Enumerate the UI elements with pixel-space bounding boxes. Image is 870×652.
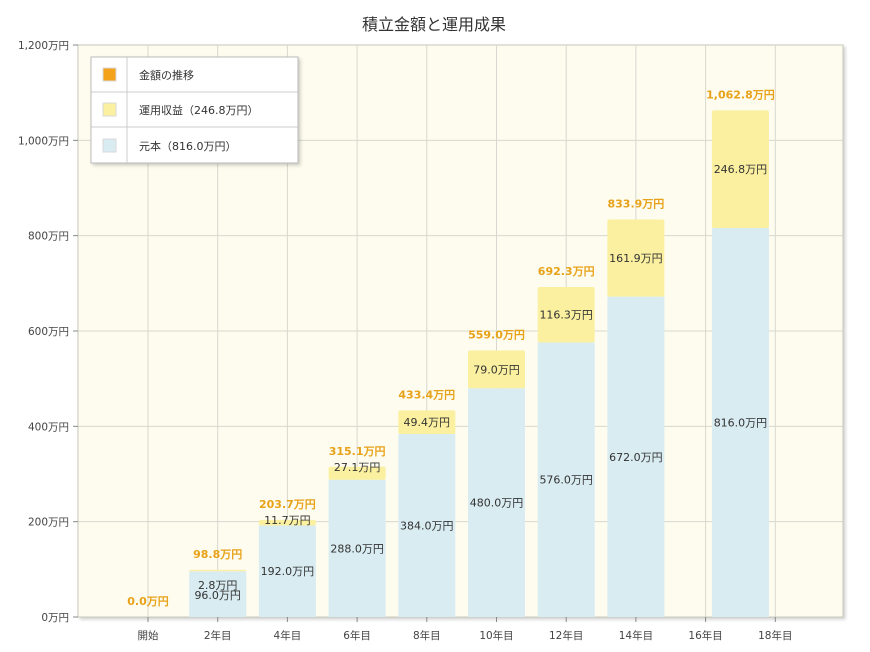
legend: 金額の推移 運用収益（246.8万円） 元本（816.0万円） [90,56,299,164]
bar-principal [468,388,525,617]
bar-principal [258,525,316,617]
total-value-label: 433.4万円 [398,388,455,401]
total-value-label: 692.3万円 [538,265,595,278]
bar-principal [398,433,456,617]
y-tick-label: 1,200万円 [18,40,69,52]
total-value-label: 315.1万円 [329,445,386,458]
gain-value-label: 79.0万円 [473,363,520,376]
x-tick-label: 12年目 [549,629,583,642]
gain-value-label: 246.8万円 [714,163,768,176]
total-value-label: 559.0万円 [468,329,525,342]
y-tick-label: 1,000万円 [18,135,69,147]
gain-value-label: 2.8万円 [198,579,238,592]
legend-box [90,56,299,164]
principal-value-label: 672.0万円 [609,451,663,464]
total-value-label: 833.9万円 [608,198,665,211]
x-tick-label: 2年目 [204,629,232,642]
gain-value-label: 161.9万円 [609,252,663,265]
bar-principal [189,571,247,617]
bar-principal [328,479,386,617]
bar-gain [468,350,525,389]
chart-title: 積立金額と運用成果 [362,15,506,34]
gain-value-label: 27.1万円 [334,461,381,474]
bar-gain [189,569,247,572]
bar-gain [398,410,456,434]
principal-value-label: 288.0万円 [330,542,384,555]
bar-gain [258,519,316,526]
bar-principal [607,296,665,617]
principal-value-label: 192.0万円 [261,565,315,578]
x-tick-label: 開始 [138,629,159,642]
bar-principal [711,228,769,618]
x-axis: 開始 2年目 4年目 6年目 8年目 10年目 12年目 14年目 16年目 18年目 [138,617,792,642]
x-tick-label: 4年目 [274,629,302,642]
y-tick-label: 0万円 [41,612,69,624]
legend-label-gain: 運用収益（246.8万円） [139,103,259,117]
legend-swatch-principal [102,138,117,153]
legend-label-principal: 元本（816.0万円） [139,139,237,153]
principal-value-label: 480.0万円 [470,497,524,510]
total-value-label: 98.8万円 [193,548,242,561]
bar-gain [537,287,595,343]
gain-value-label: 49.4万円 [404,416,451,429]
principal-value-label: 384.0万円 [400,519,454,532]
x-tick-label: 16年目 [688,629,722,642]
y-axis: 0万円 200万円 400万円 600万円 800万円 1,000万円 1,200万円 [18,40,78,624]
gain-value-label: 11.7万円 [264,514,311,527]
y-tick-label: 400万円 [28,421,69,433]
total-value-label: 1,062.8万円 [706,88,775,101]
bar-principal [537,342,595,617]
principal-value-label: 576.0万円 [539,474,593,487]
bar-gain [607,219,665,297]
legend-swatch-gain [102,102,117,117]
x-tick-label: 14年目 [619,629,653,642]
bar-gain [711,110,769,229]
bar-gain [328,466,386,480]
bars [189,110,769,618]
total-value-label: 203.7万円 [259,498,316,511]
x-tick-label: 18年目 [758,629,792,642]
y-tick-label: 600万円 [28,326,69,338]
y-tick-label: 800万円 [28,231,69,243]
gain-value-label: 116.3万円 [539,309,593,322]
legend-swatch-total [102,67,117,82]
legend-label-total: 金額の推移 [139,68,194,82]
x-tick-label: 6年目 [343,629,371,642]
x-tick-label: 10年目 [479,629,513,642]
principal-value-label: 96.0万円 [194,589,241,602]
total-value-label: 0.0万円 [127,595,169,608]
principal-value-label: 816.0万円 [714,417,768,430]
y-tick-label: 200万円 [28,517,69,529]
x-tick-label: 8年目 [413,629,441,642]
